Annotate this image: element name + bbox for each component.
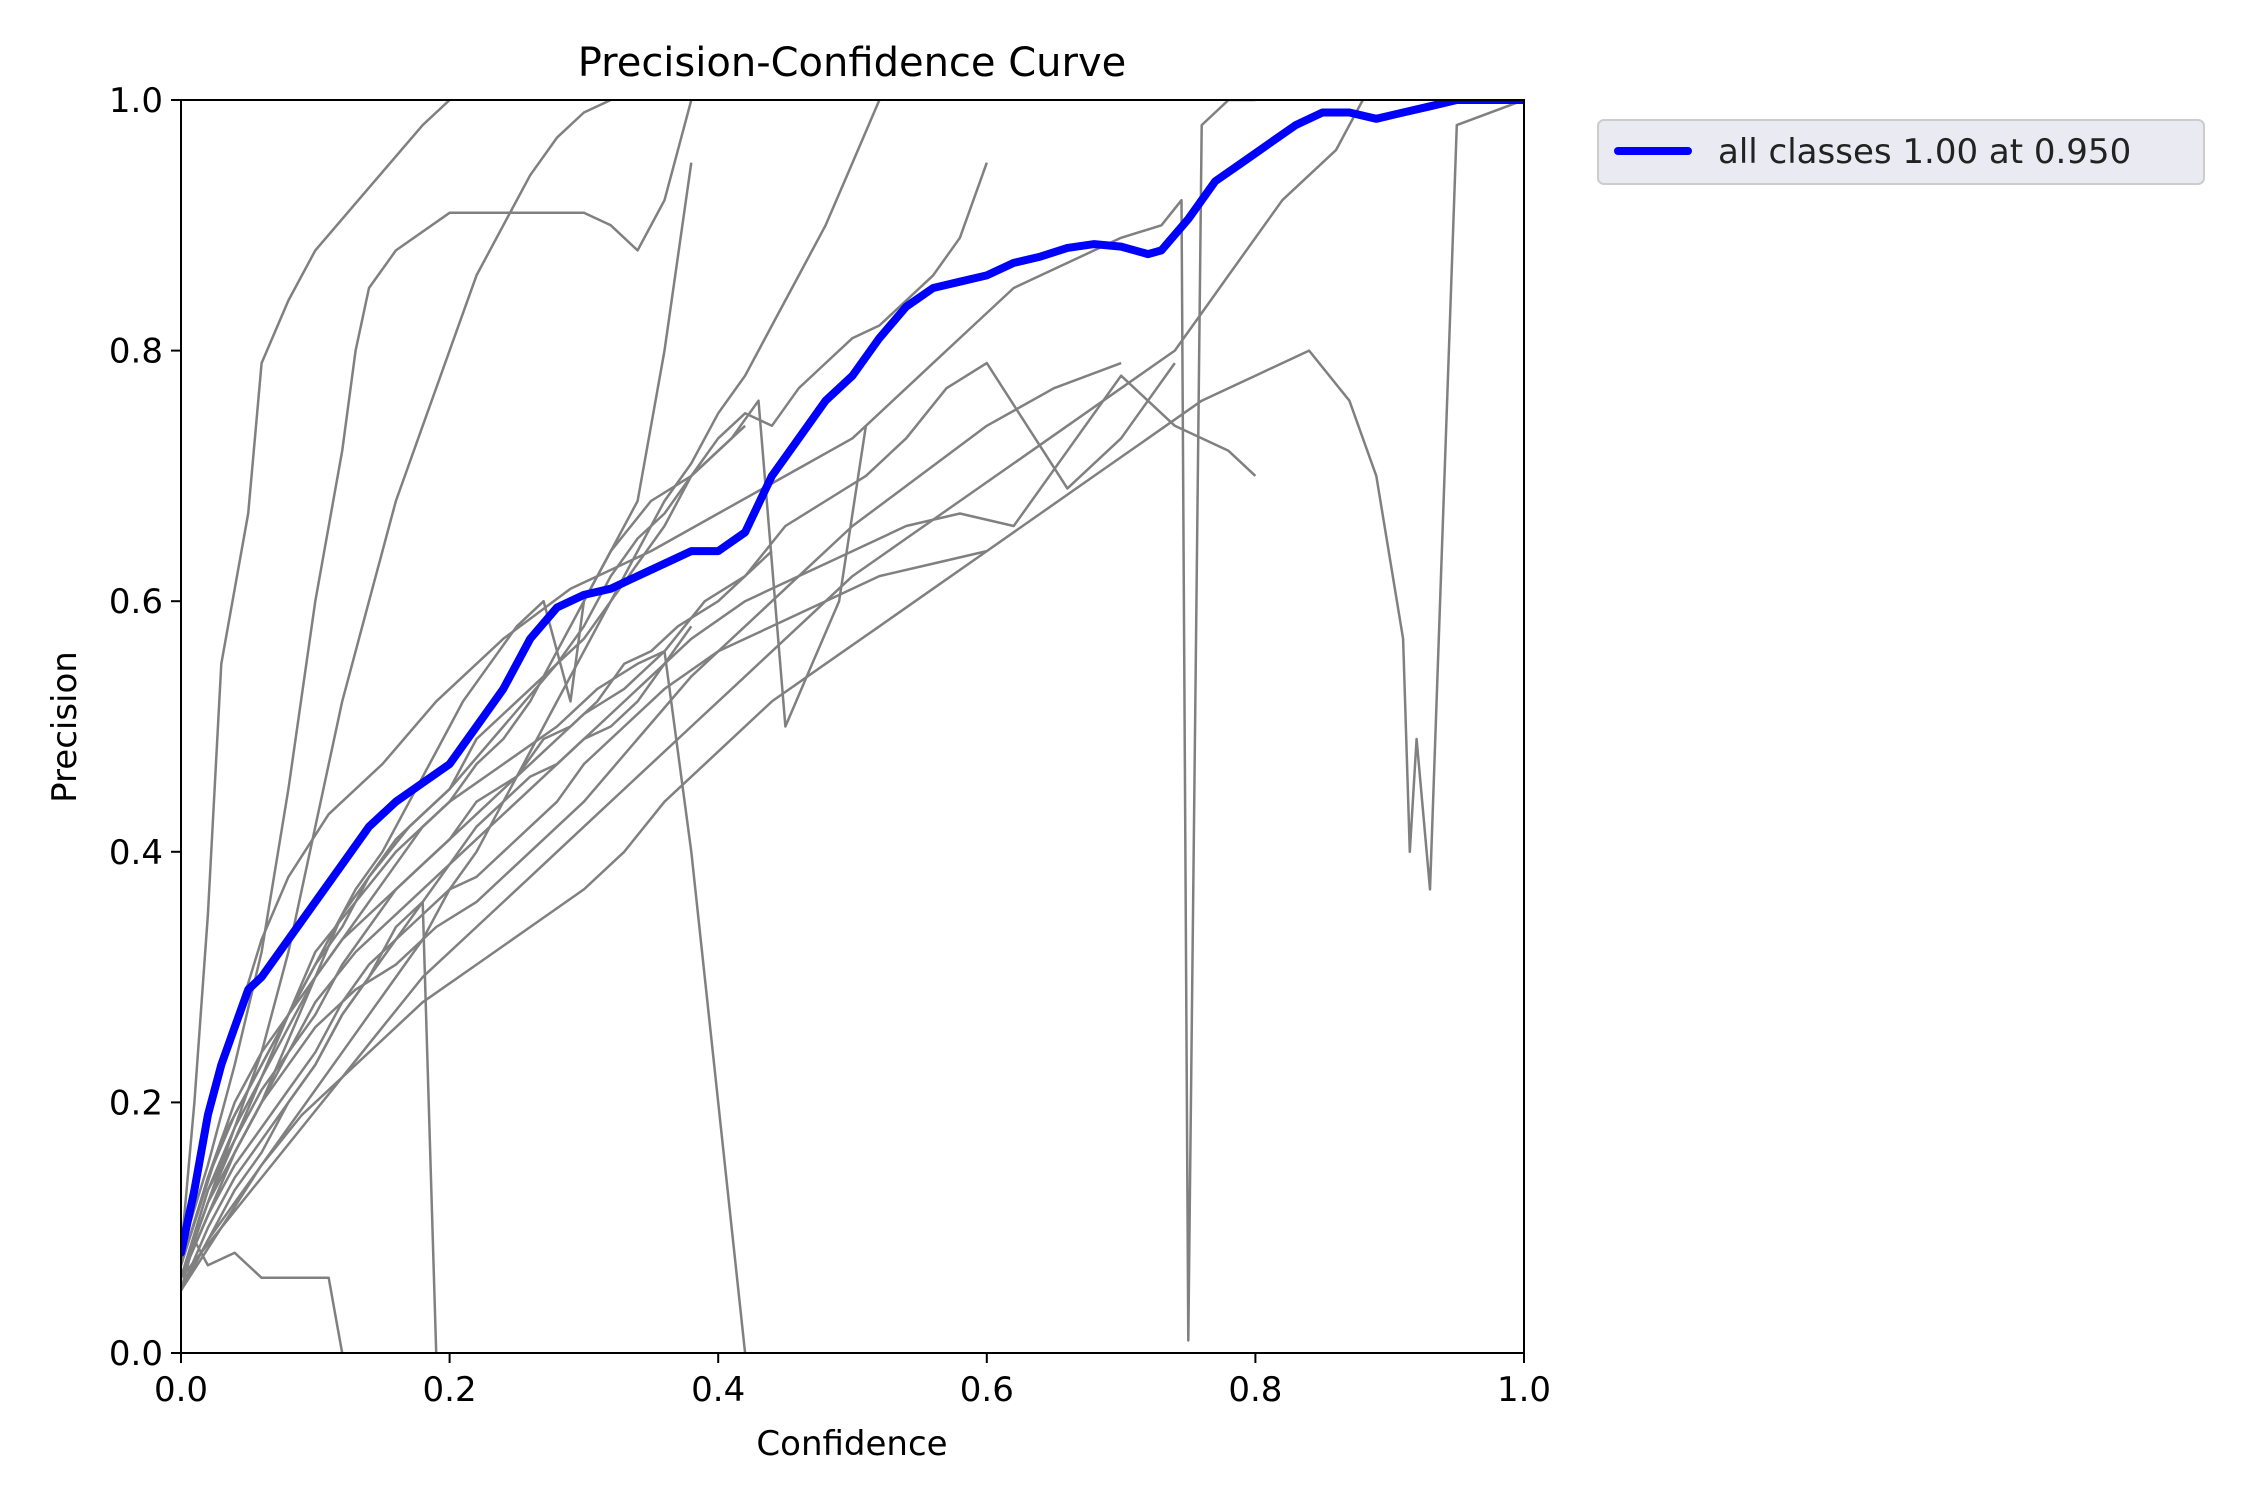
class-curve-16 [181, 100, 612, 1279]
x-tick-label: 1.0 [1497, 1370, 1551, 1410]
class-curve-2 [181, 550, 773, 1266]
class-curve-8 [181, 162, 988, 1279]
class-curve-18 [181, 900, 438, 1353]
legend-label: all classes 1.00 at 0.950 [1718, 132, 2131, 172]
legend: all classes 1.00 at 0.950 [1597, 119, 2205, 185]
class-curve-7 [181, 100, 693, 1254]
chart-title: Precision-Confidence Curve [578, 40, 1127, 86]
legend-box [1597, 119, 2205, 185]
y-axis: 0.0 0.2 0.4 0.6 0.8 1.0 [109, 81, 181, 1374]
y-tick-label: 0.6 [109, 582, 163, 622]
y-tick-label: 0.8 [109, 332, 163, 372]
class-curve-17 [181, 1238, 344, 1353]
class-curve-20 [181, 374, 1257, 1279]
y-tick-label: 0.2 [109, 1083, 163, 1123]
class-curve-4 [181, 100, 1524, 1291]
all-classes-curve-group [181, 100, 1524, 1257]
class-curve-11 [181, 625, 693, 1291]
class-curve-5 [181, 100, 1256, 1342]
class-curve-12 [181, 549, 988, 1279]
x-axis: 0.0 0.2 0.4 0.6 0.8 1.0 [154, 1353, 1551, 1410]
x-tick-label: 0.0 [154, 1370, 208, 1410]
x-tick-label: 0.2 [423, 1370, 477, 1410]
x-tick-label: 0.8 [1228, 1370, 1282, 1410]
class-curve-6 [181, 100, 881, 1291]
class-curve-15 [181, 361, 1176, 1279]
class-curve-1 [181, 100, 451, 1253]
class-curve-3 [181, 361, 1122, 1279]
x-tick-label: 0.4 [691, 1370, 745, 1410]
y-tick-label: 0.0 [109, 1334, 163, 1374]
class-curve-19 [181, 650, 747, 1353]
y-axis-title: Precision [45, 651, 85, 803]
plot-frame [180, 99, 1525, 1354]
all-classes-curve [181, 100, 1524, 1257]
class-curves [181, 100, 1524, 1353]
y-tick-label: 0.4 [109, 833, 163, 873]
x-axis-title: Confidence [756, 1424, 947, 1464]
y-tick-label: 1.0 [109, 81, 163, 121]
class-curve-13 [181, 100, 1364, 1279]
x-tick-label: 0.6 [960, 1370, 1014, 1410]
class-curve-14 [181, 424, 746, 1266]
